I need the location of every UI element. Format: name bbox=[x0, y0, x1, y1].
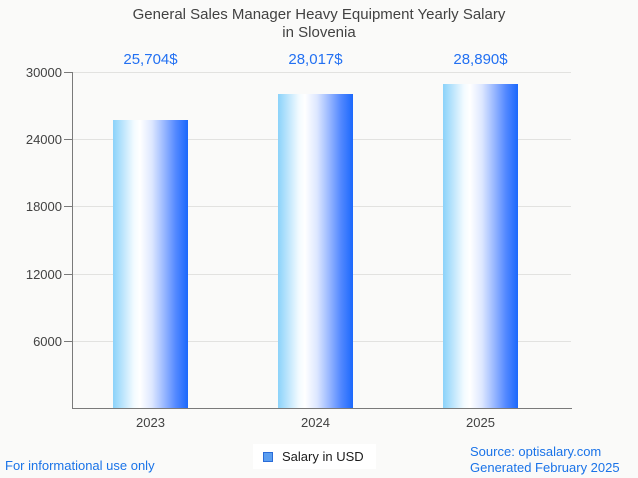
x-axis-tick-label: 2023 bbox=[136, 415, 165, 430]
y-tick bbox=[64, 273, 72, 275]
bar bbox=[113, 120, 188, 408]
y-tick bbox=[64, 206, 72, 208]
gridline bbox=[72, 72, 571, 73]
bar-value-label: 25,704$ bbox=[123, 51, 178, 68]
bar-value-label: 28,890$ bbox=[453, 51, 508, 68]
source-info: Source: optisalary.com Generated Februar… bbox=[470, 444, 620, 476]
bar-value-label: 28,017$ bbox=[288, 51, 343, 68]
bar bbox=[443, 84, 518, 408]
y-axis-line bbox=[72, 72, 73, 408]
generated-line: Generated February 2025 bbox=[470, 460, 620, 475]
x-axis-tick-label: 2024 bbox=[301, 415, 330, 430]
chart-title: General Sales Manager Heavy Equipment Ye… bbox=[0, 6, 638, 42]
x-axis-tick-label: 2025 bbox=[466, 415, 495, 430]
y-axis-tick-label: 30000 bbox=[25, 65, 62, 80]
x-axis-line bbox=[72, 408, 572, 409]
y-axis-tick-label: 12000 bbox=[25, 266, 62, 282]
disclaimer-text: For informational use only bbox=[5, 458, 155, 473]
y-axis-tick-label: 6000 bbox=[33, 333, 62, 349]
legend: Salary in USD bbox=[253, 444, 376, 469]
y-axis-tick-label: 18000 bbox=[25, 199, 62, 215]
y-tick bbox=[64, 340, 72, 342]
y-tick bbox=[64, 72, 72, 73]
source-line: Source: optisalary.com bbox=[470, 444, 602, 459]
bar bbox=[278, 94, 353, 408]
y-axis-tick-label: 24000 bbox=[25, 132, 62, 148]
chart-title-line2: in Slovenia bbox=[282, 24, 356, 41]
chart-title-line1: General Sales Manager Heavy Equipment Ye… bbox=[132, 6, 506, 23]
legend-label: Salary in USD bbox=[282, 449, 364, 464]
legend-swatch-icon bbox=[263, 451, 273, 462]
y-tick bbox=[64, 139, 72, 141]
